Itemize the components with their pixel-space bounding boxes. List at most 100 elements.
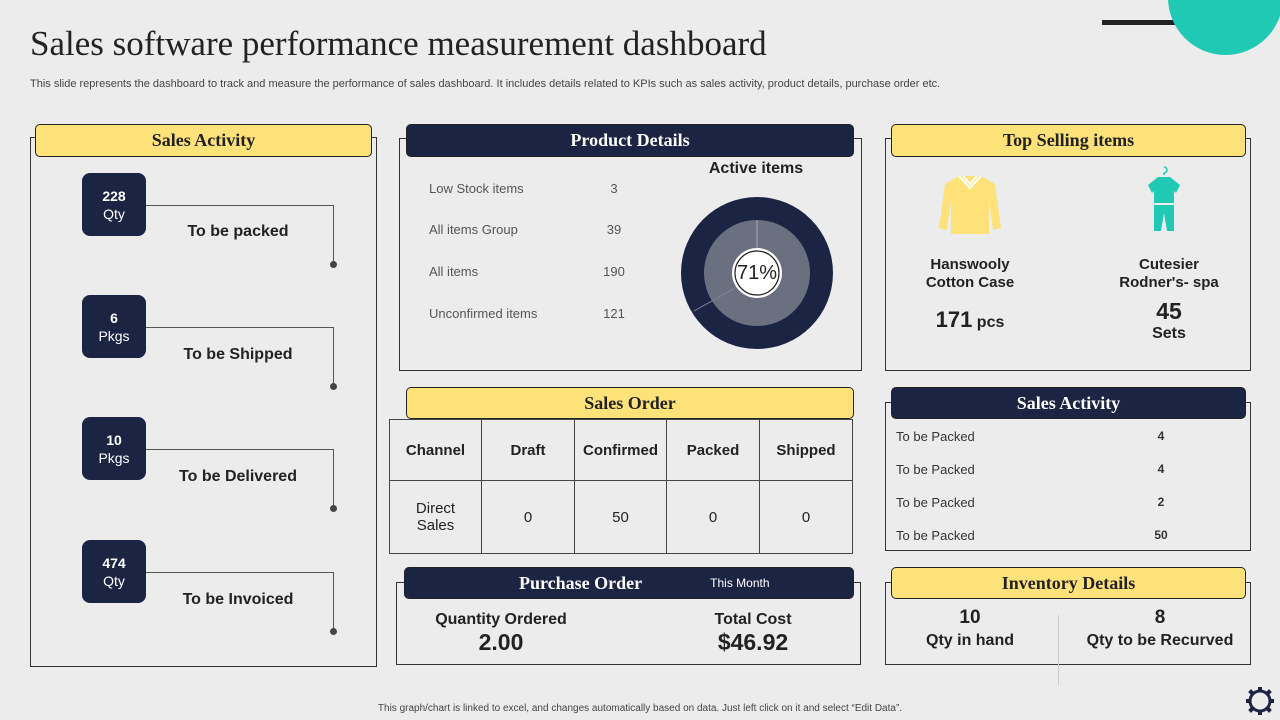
in-hand-label: Qty in hand xyxy=(926,632,1014,649)
cell-shipped: 0 xyxy=(759,480,853,554)
connector xyxy=(146,205,334,206)
connector-dot xyxy=(330,628,337,635)
connector xyxy=(146,327,334,328)
sales-order-header: Sales Order xyxy=(406,387,854,419)
item-qty-value: 171 xyxy=(935,307,973,332)
badge-value: 10 xyxy=(106,432,122,448)
sales-activity-header: Sales Activity xyxy=(35,124,372,157)
column-header: Packed xyxy=(666,419,760,481)
column-header: Shipped xyxy=(759,419,853,481)
connector xyxy=(333,205,334,263)
badge-invoiced: 474 Qty xyxy=(82,540,146,603)
inventory-header: Inventory Details xyxy=(891,567,1246,599)
cell-draft: 0 xyxy=(481,480,575,554)
donut-tick xyxy=(693,287,736,312)
sa-value: 2 xyxy=(1157,495,1165,509)
cell-confirmed: 50 xyxy=(574,480,667,554)
pd-value: 121 xyxy=(603,306,625,321)
sa-label: To be Packed xyxy=(896,462,975,477)
badge-unit: Qty xyxy=(103,573,125,589)
sales-order-table: Channel Draft Confirmed Packed Shipped D… xyxy=(389,419,853,554)
cell-channel: Direct Sales xyxy=(389,480,482,554)
item-name: Cutesier Rodner's- spa xyxy=(1099,256,1239,292)
item-name-line: Rodner's- spa xyxy=(1119,274,1219,291)
item-name: Hanswooly Cotton Case xyxy=(900,256,1040,292)
pd-label: Low Stock items xyxy=(429,181,524,196)
purchase-order-title: Purchase Order xyxy=(519,572,643,593)
table-header-row: Channel Draft Confirmed Packed Shipped xyxy=(389,419,853,481)
shirt-icon xyxy=(939,175,1001,234)
total-cost-label: Total Cost xyxy=(714,611,792,628)
recurved-label: Qty to be Recurved xyxy=(1086,632,1234,649)
item-qty-unit: pcs xyxy=(976,314,1005,331)
recurved-value: 8 xyxy=(1154,607,1166,628)
active-percent: 71% xyxy=(736,262,778,284)
column-header: Confirmed xyxy=(574,419,667,481)
pd-label: Unconfirmed items xyxy=(429,306,538,321)
badge-shipped: 6 Pkgs xyxy=(82,295,146,358)
connector xyxy=(146,449,334,450)
sa-label: To be Packed xyxy=(896,429,975,444)
donut-center xyxy=(732,248,782,298)
footer-note: This graph/chart is linked to excel, and… xyxy=(377,703,903,714)
label-packed: To be packed xyxy=(187,223,289,240)
item-qty-unit: Sets xyxy=(1152,325,1186,342)
badge-value: 6 xyxy=(110,310,118,326)
connector xyxy=(333,449,334,507)
purchase-order-header: Purchase Order This Month xyxy=(404,567,854,599)
active-items-donut xyxy=(681,197,833,349)
pd-value: 3 xyxy=(610,181,618,196)
channel-line: Direct xyxy=(415,500,456,517)
item-name-line: Cutesier xyxy=(1138,256,1200,273)
connector xyxy=(146,572,334,573)
item-name-line: Hanswooly xyxy=(930,256,1010,273)
sa-label: To be Packed xyxy=(896,495,975,510)
cell-packed: 0 xyxy=(666,480,760,554)
total-cost-value: $46.92 xyxy=(717,629,789,655)
connector xyxy=(333,327,334,385)
table-row: Direct Sales 0 50 0 0 xyxy=(389,480,853,554)
connector-dot xyxy=(330,505,337,512)
sa-value: 4 xyxy=(1157,429,1165,443)
page-title: Sales software performance measurement d… xyxy=(30,24,767,63)
badge-value: 474 xyxy=(102,555,126,571)
column-header: Channel xyxy=(389,419,482,481)
badge-packed: 228 Qty xyxy=(82,173,146,236)
column-header: Draft xyxy=(481,419,575,481)
badge-delivered: 10 Pkgs xyxy=(82,417,146,480)
active-items-title: Active items xyxy=(708,160,804,177)
in-hand-value: 10 xyxy=(959,607,981,628)
sa-value: 50 xyxy=(1154,528,1168,542)
page-subtitle: This slide represents the dashboard to t… xyxy=(30,78,941,90)
pd-value: 190 xyxy=(603,264,625,279)
qty-ordered-value: 2.00 xyxy=(478,629,524,655)
connector-dot xyxy=(330,383,337,390)
label-delivered: To be Delivered xyxy=(179,468,297,485)
badge-unit: Pkgs xyxy=(98,450,130,466)
label-shipped: To be Shipped xyxy=(183,346,293,363)
connector-dot xyxy=(330,261,337,268)
product-details-header: Product Details xyxy=(406,124,854,157)
donut-center-ring xyxy=(734,250,780,296)
item-qty: 171 pcs xyxy=(900,307,1040,333)
pd-value: 39 xyxy=(606,222,622,237)
divider xyxy=(1058,615,1059,685)
label-invoiced: To be Invoiced xyxy=(182,591,294,608)
period-label: This Month xyxy=(710,576,770,590)
badge-unit: Qty xyxy=(103,206,125,222)
pajama-icon xyxy=(1148,166,1180,231)
badge-unit: Pkgs xyxy=(98,328,130,344)
decor-circle xyxy=(1168,0,1280,55)
channel-line: Sales xyxy=(416,517,455,534)
qty-ordered-label: Quantity Ordered xyxy=(435,611,567,628)
badge-value: 228 xyxy=(102,188,126,204)
decor-bar xyxy=(1102,20,1202,25)
top-selling-header: Top Selling items xyxy=(891,124,1246,157)
gear-icon[interactable] xyxy=(1245,686,1275,716)
connector xyxy=(333,572,334,630)
sa-label: To be Packed xyxy=(896,528,975,543)
pd-label: All items Group xyxy=(429,222,518,237)
item-qty-value: 45 xyxy=(1156,298,1182,324)
pd-label: All items xyxy=(429,264,479,279)
sales-activity-2-header: Sales Activity xyxy=(891,387,1246,419)
